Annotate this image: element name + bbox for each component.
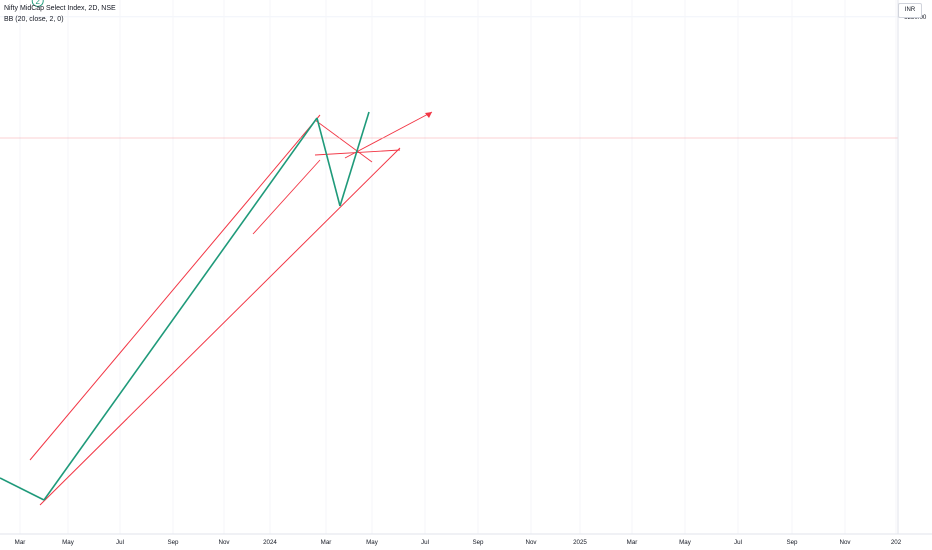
wave-label-circle — [31, 0, 44, 7]
wave-line-3-4 — [316, 117, 341, 207]
x-tick-label: May — [366, 539, 379, 546]
indicator-title: BB (20, close, 2, 0) — [4, 16, 64, 23]
x-tick-label: Mar — [627, 539, 638, 546]
x-tick-label: Sep — [167, 539, 179, 546]
x-tick-label: 2025 — [573, 539, 587, 546]
x-tick-label: Jul — [734, 539, 742, 546]
triangle-base-line — [314, 149, 401, 156]
price-axis[interactable]: 12000.0011750.0011500.0011250.0011000.00… — [897, 0, 930, 534]
x-tick-label: Jul — [116, 539, 124, 546]
x-tick-label: 2024 — [263, 539, 277, 546]
elliott-wave-labels: 2345 — [31, 0, 44, 7]
wave-line-1-2 — [0, 477, 45, 501]
projection-arrowhead — [425, 112, 432, 118]
projection-arrow-line — [344, 111, 433, 159]
x-tick-label: Mar — [321, 539, 332, 546]
currency-button[interactable]: INR — [898, 3, 922, 18]
x-tick-label: Sep — [786, 539, 798, 546]
x-tick-label: Mar — [15, 539, 26, 546]
symbol-title: Nifty MidCap Select Index, 2D, NSE — [4, 5, 116, 12]
x-tick-label: Nov — [839, 539, 851, 546]
x-tick-label: Sep — [472, 539, 484, 546]
wave-label-2: 2 — [35, 0, 40, 6]
x-tick-label: Jul — [421, 539, 429, 546]
drawing-overlays — [0, 111, 898, 506]
channel-mid-line — [252, 159, 321, 235]
x-tick-label: 202 — [891, 539, 902, 546]
wave-line-2-3 — [43, 117, 318, 501]
x-tick-label: May — [62, 539, 75, 546]
wave-line-4-5 — [339, 111, 370, 207]
channel-lower-line — [39, 147, 401, 506]
channel-upper-line — [29, 114, 321, 461]
grid-lines — [0, 0, 898, 534]
time-axis[interactable]: Mar May Jul Sep Nov 2024 Mar May Jul Sep Nov 2025 Ma… — [0, 533, 932, 546]
x-tick-label: May — [679, 539, 692, 546]
x-tick-label: Nov — [218, 539, 230, 546]
triangle-upper-line — [314, 119, 373, 163]
x-tick-label: Nov — [525, 539, 537, 546]
